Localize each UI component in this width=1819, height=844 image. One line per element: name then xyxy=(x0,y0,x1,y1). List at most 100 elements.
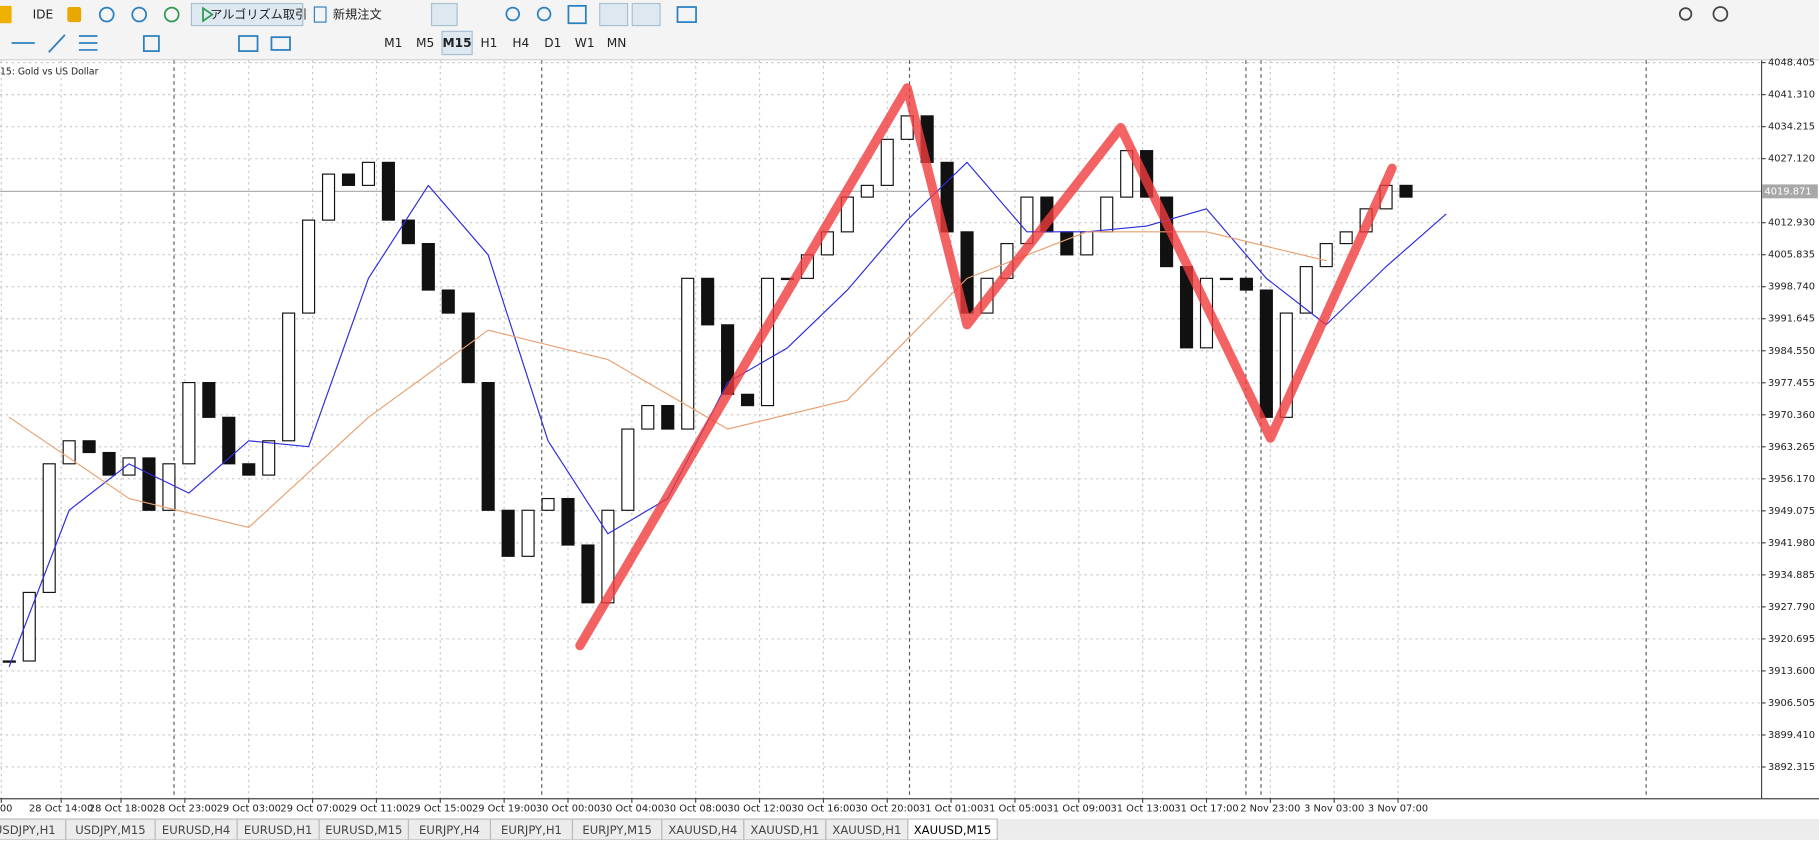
icon[interactable] xyxy=(142,35,160,52)
current-price-label: 4019.871 xyxy=(1764,186,1811,197)
current-price-box xyxy=(1762,184,1818,199)
timeframe-button[interactable]: H1 xyxy=(481,36,498,50)
x-tick-label: 30 Oct 20:00 xyxy=(855,804,919,815)
timeframe-button[interactable]: M15 xyxy=(443,36,472,50)
tab-label[interactable]: EURJPY,H1 xyxy=(501,823,562,837)
tab-label[interactable]: XAUUSD,H1 xyxy=(750,823,819,837)
candle xyxy=(441,289,455,314)
icon[interactable] xyxy=(505,6,521,22)
toolbar-button[interactable]: 新規注文 xyxy=(333,7,382,22)
y-tick-label: 4005.835 xyxy=(1768,250,1815,261)
candle xyxy=(1319,243,1333,268)
icon[interactable] xyxy=(430,2,458,27)
account-icon[interactable] xyxy=(1712,6,1729,22)
candle xyxy=(222,416,236,465)
candle xyxy=(860,184,874,198)
y-tick-label: 3984.550 xyxy=(1768,346,1815,357)
candle xyxy=(641,405,655,430)
indicator-line xyxy=(8,231,1327,529)
indicator-line xyxy=(575,83,1397,651)
icon[interactable] xyxy=(131,6,148,23)
candle xyxy=(741,393,755,407)
candle xyxy=(401,219,415,245)
icon[interactable] xyxy=(536,6,552,22)
tab-label[interactable]: XAUUSD,H4 xyxy=(668,823,737,837)
y-tick-label: 3899.410 xyxy=(1768,730,1815,741)
timeframe-button[interactable]: M5 xyxy=(416,36,434,50)
tab-label[interactable]: USDJPY,H1 xyxy=(0,823,56,837)
icon[interactable] xyxy=(599,2,629,27)
candle xyxy=(701,277,715,326)
x-tick-label: 30 Oct 12:00 xyxy=(727,804,791,815)
draw-tools[interactable] xyxy=(11,34,98,53)
toolbar-button[interactable]: IDE xyxy=(33,8,54,22)
y-tick-label: 3934.885 xyxy=(1768,570,1815,581)
candle xyxy=(321,173,336,221)
candle xyxy=(1399,184,1413,198)
candle xyxy=(501,509,515,557)
tab-label[interactable]: XAUUSD,M15 xyxy=(914,823,992,837)
icon[interactable] xyxy=(98,6,115,23)
tab-label[interactable]: EURUSD,H4 xyxy=(162,823,230,837)
x-tick-label: 2 Nov 23:00 xyxy=(1240,804,1300,815)
toolbar-button[interactable]: アルゴリズム取引 xyxy=(210,7,307,22)
tab-label[interactable]: XAUUSD,H1 xyxy=(832,823,901,837)
y-tick-label: 3991.645 xyxy=(1768,314,1815,325)
timeframe-button[interactable]: M1 xyxy=(384,36,402,50)
candle xyxy=(421,243,435,291)
icon[interactable] xyxy=(567,4,587,25)
candle xyxy=(1060,231,1074,256)
timeframe-button[interactable]: MN xyxy=(607,36,627,50)
timeframe-button[interactable]: H4 xyxy=(512,36,529,50)
tab-label[interactable]: USDJPY,M15 xyxy=(75,823,145,837)
icon xyxy=(313,6,327,23)
candle xyxy=(1080,231,1094,256)
candle xyxy=(82,440,96,454)
y-tick-label: 3913.600 xyxy=(1768,666,1815,677)
y-tick-label: 3949.075 xyxy=(1768,506,1815,517)
chart-title: 15: Gold vs US Dollar xyxy=(0,66,99,77)
y-tick-label: 3927.790 xyxy=(1768,602,1815,613)
icon[interactable] xyxy=(676,6,697,23)
y-tick-label: 3906.505 xyxy=(1768,698,1815,709)
candle xyxy=(1239,277,1253,291)
candle xyxy=(102,451,116,476)
algo-button-bg[interactable] xyxy=(190,2,304,27)
y-tick-label: 3956.170 xyxy=(1768,474,1815,485)
timeframe-button[interactable]: D1 xyxy=(544,36,561,50)
indicator-line xyxy=(8,161,1447,667)
candle xyxy=(202,381,216,418)
icon[interactable] xyxy=(270,36,291,51)
tab-label[interactable]: EURJPY,M15 xyxy=(582,823,652,837)
candle xyxy=(242,463,256,476)
icon[interactable] xyxy=(631,2,661,27)
y-tick-label: 4041.310 xyxy=(1768,90,1815,101)
x-tick-label: 28 Oct 18:00 xyxy=(89,804,153,815)
candle xyxy=(162,463,176,511)
x-tick-label: 3 Nov 07:00 xyxy=(1368,804,1428,815)
x-tick-label: 31 Oct 09:00 xyxy=(1047,804,1111,815)
x-tick-label: 29 Oct 19:00 xyxy=(472,804,536,815)
x-tick-label: 31 Oct 01:00 xyxy=(919,804,983,815)
tab-label[interactable]: EURUSD,M15 xyxy=(325,823,402,837)
timeframe-button[interactable]: W1 xyxy=(575,36,595,50)
icon[interactable] xyxy=(163,6,180,23)
y-tick-label: 3970.360 xyxy=(1768,410,1815,421)
candle xyxy=(282,312,296,442)
icon xyxy=(0,5,12,24)
icon[interactable] xyxy=(67,7,82,23)
x-tick-label: 29 Oct 11:00 xyxy=(344,804,408,815)
candle xyxy=(1100,196,1114,233)
x-tick-label: 29 Oct 03:00 xyxy=(217,804,281,815)
search-icon[interactable] xyxy=(1678,7,1693,21)
tab-label[interactable]: EURJPY,H4 xyxy=(419,823,480,837)
icon[interactable] xyxy=(238,35,259,52)
y-tick-label: 3892.315 xyxy=(1768,762,1815,773)
candle xyxy=(182,381,196,465)
candle xyxy=(1259,289,1273,418)
x-tick-label: 30 Oct 04:00 xyxy=(600,804,664,815)
tab-label[interactable]: EURUSD,H1 xyxy=(244,823,312,837)
candle xyxy=(361,161,376,186)
